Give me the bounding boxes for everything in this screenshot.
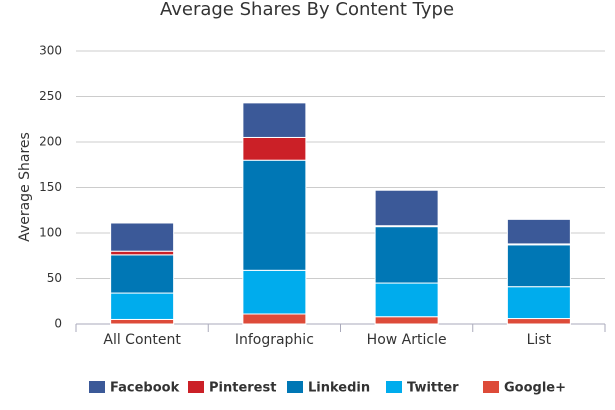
y-tick-label: 250: [39, 89, 62, 103]
bar-segment: [506, 218, 571, 245]
y-tick-label: 0: [54, 317, 62, 331]
y-tick-label: 50: [47, 271, 62, 285]
bar-segment: [506, 244, 571, 288]
bar-segment: [242, 269, 307, 315]
legend-swatch: [386, 381, 402, 393]
legend-label: Pinterest: [209, 381, 276, 396]
bar-segment: [110, 292, 175, 320]
y-tick-label: 100: [39, 226, 62, 240]
bar-segment: [242, 136, 307, 161]
bar-segment: [110, 250, 175, 256]
legend-label: Linkedin: [308, 381, 370, 396]
bar-segment: [506, 318, 571, 325]
bar-segment: [374, 282, 439, 318]
x-tick-label: How Article: [367, 332, 447, 348]
x-tick-label: Infographic: [235, 332, 314, 348]
x-tick-label: List: [527, 332, 552, 348]
legend-swatch: [483, 381, 499, 393]
bar-segment: [506, 286, 571, 320]
bar-segment: [374, 226, 439, 284]
legend-label: Facebook: [110, 381, 180, 396]
bar-segment: [242, 159, 307, 271]
legend-swatch: [287, 381, 303, 393]
y-tick-label: 150: [39, 180, 62, 194]
y-tick-label: 200: [39, 135, 62, 149]
legend-label: Twitter: [407, 381, 459, 396]
bar-segment: [374, 189, 439, 227]
bar-segment: [110, 222, 175, 252]
y-axis-label: Average Shares: [17, 132, 33, 242]
bar-segment: [242, 313, 307, 325]
bar-segment: [374, 316, 439, 325]
legend-swatch: [188, 381, 204, 393]
legend-swatch: [89, 381, 105, 393]
bar-segment: [110, 254, 175, 294]
legend-label: Google+: [504, 381, 566, 396]
bar-segment: [110, 318, 175, 325]
y-tick-label: 300: [39, 44, 62, 58]
bar-segment: [242, 102, 307, 138]
x-tick-label: All Content: [103, 332, 181, 348]
chart-title: Average Shares By Content Type: [160, 0, 454, 20]
